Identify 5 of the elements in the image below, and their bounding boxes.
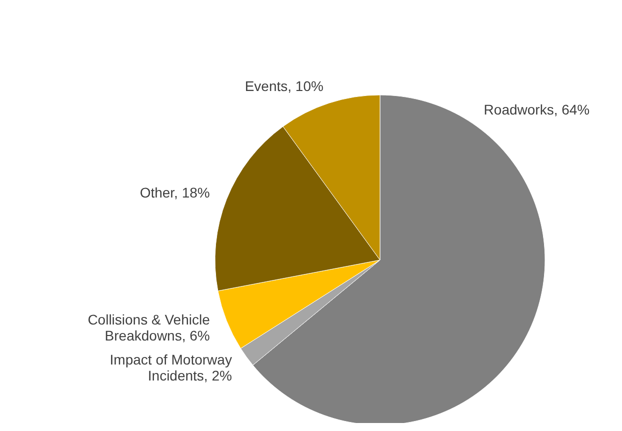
slice-label: Roadworks, 64% [484, 101, 590, 118]
slice-label: Collisions & Vehicle Breakdowns, 6% [88, 311, 210, 344]
slice-label: Events, 10% [244, 78, 324, 94]
slice-label: Other, 18% [140, 184, 210, 201]
slice-label: Impact of Motorway Incidents, 2% [110, 352, 232, 384]
